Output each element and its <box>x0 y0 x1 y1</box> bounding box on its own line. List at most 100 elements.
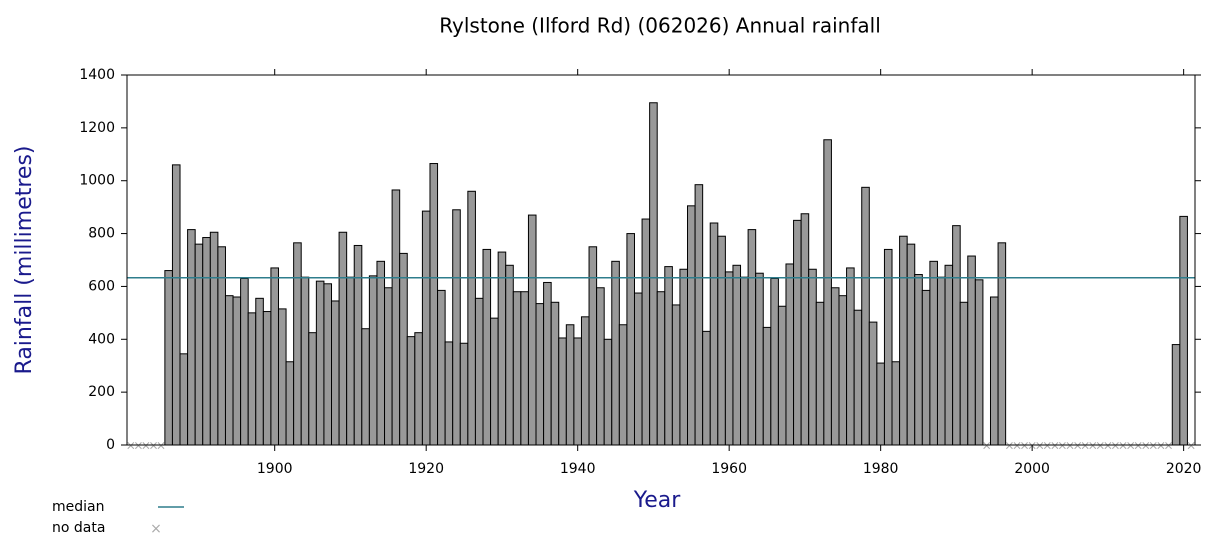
bar <box>323 283 333 446</box>
y-tick-label: 1000 <box>79 173 115 189</box>
chart-title: Rylstone (Ilford Rd) (062026) Annual rai… <box>439 14 881 38</box>
bar <box>974 279 984 446</box>
bar <box>747 229 757 446</box>
bar <box>770 278 779 446</box>
bar <box>815 301 825 446</box>
legend-marker: × <box>150 521 162 537</box>
bar <box>883 248 893 446</box>
bar <box>179 353 189 446</box>
bar <box>308 332 317 446</box>
bar <box>361 328 370 446</box>
y-tick-label: 1200 <box>79 120 115 136</box>
bar <box>171 164 181 446</box>
bar <box>376 260 386 446</box>
bar <box>694 184 704 446</box>
bar <box>573 337 582 446</box>
bar <box>603 338 613 446</box>
y-axis-label: Rainfall (millimetres) <box>12 146 37 375</box>
plot-frame <box>126 74 1196 446</box>
bar <box>399 252 408 446</box>
bar <box>346 276 355 446</box>
bar <box>876 362 885 446</box>
bar <box>474 297 484 446</box>
bar <box>497 251 507 446</box>
bar <box>891 361 901 446</box>
bar <box>490 317 499 446</box>
bar <box>527 214 537 446</box>
y-tick-label: 400 <box>88 331 115 347</box>
bar <box>550 301 560 446</box>
x-tick-label: 1920 <box>408 461 444 477</box>
bar <box>194 243 204 446</box>
bar <box>906 243 916 446</box>
bar <box>724 271 734 446</box>
bar <box>262 311 272 446</box>
bar <box>929 260 938 446</box>
bar <box>838 295 848 446</box>
bar <box>755 272 764 446</box>
bar <box>277 308 287 446</box>
bar <box>437 289 446 446</box>
bar <box>1171 344 1181 446</box>
bar <box>338 231 348 446</box>
bar <box>459 342 469 446</box>
bar <box>626 233 635 446</box>
bar <box>785 263 795 446</box>
bar <box>921 289 931 446</box>
y-tick-label: 200 <box>88 384 115 400</box>
bar <box>406 336 416 446</box>
bar <box>830 287 840 446</box>
bar <box>808 268 817 446</box>
y-tick-label: 0 <box>106 437 115 453</box>
bar <box>959 301 969 446</box>
bar <box>565 324 575 446</box>
bar <box>1179 215 1188 446</box>
bar <box>861 186 870 446</box>
bar <box>164 270 173 446</box>
bar <box>429 163 439 446</box>
y-tick-label: 800 <box>88 226 115 242</box>
bar <box>224 295 234 446</box>
bar <box>293 242 302 446</box>
bar <box>543 281 552 446</box>
bar <box>800 213 810 446</box>
bar <box>482 248 492 446</box>
bar <box>240 278 249 446</box>
bar <box>641 218 651 446</box>
bar <box>444 341 454 446</box>
y-tick-label: 600 <box>88 278 115 294</box>
bar <box>777 305 787 446</box>
bar <box>353 244 363 446</box>
bar <box>868 321 878 446</box>
bar <box>717 235 726 446</box>
bar <box>467 190 476 446</box>
bar <box>952 225 961 446</box>
bar <box>596 287 605 446</box>
y-tick-label: 1400 <box>79 67 115 83</box>
x-tick-label: 1940 <box>560 461 596 477</box>
bar <box>580 316 590 446</box>
bar <box>512 291 522 446</box>
x-tick-label: 1960 <box>711 461 747 477</box>
bar <box>535 303 545 446</box>
bar <box>421 210 431 446</box>
x-tick-label: 2000 <box>1014 461 1050 477</box>
x-tick-label: 1980 <box>863 461 899 477</box>
legend-label: median <box>52 499 104 515</box>
bar <box>331 300 340 446</box>
bar <box>914 274 923 446</box>
bar <box>709 222 719 446</box>
bar <box>793 219 802 446</box>
bar <box>740 276 749 446</box>
bar <box>679 268 689 446</box>
x-tick-label: 2020 <box>1166 461 1202 477</box>
bar <box>618 324 628 446</box>
bar <box>217 246 226 446</box>
bar <box>247 312 257 446</box>
bar <box>384 287 393 446</box>
bar <box>649 102 658 446</box>
bar <box>997 242 1007 446</box>
bar <box>232 296 242 446</box>
bar <box>664 266 673 446</box>
